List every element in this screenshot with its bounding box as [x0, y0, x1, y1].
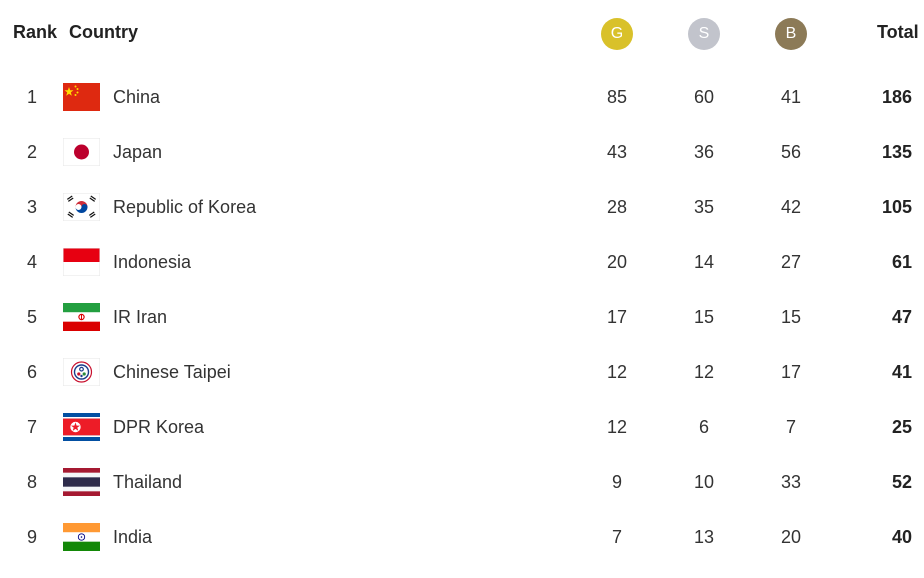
country-name[interactable]: Chinese Taipei	[113, 362, 231, 382]
chinese-taipei-flag-icon	[63, 358, 100, 386]
thailand-flag-icon	[63, 468, 100, 496]
table-row[interactable]: 5 IR Iran 17 15 15 47	[0, 290, 924, 345]
total-count: 47	[891, 307, 912, 327]
table-row[interactable]: 6 Chinese Taipei 12 12 17 41	[0, 345, 924, 400]
bronze-count: 33	[780, 472, 802, 492]
korea-flag-icon	[63, 193, 100, 221]
gold-count: 28	[606, 197, 628, 217]
total-column-header[interactable]: Total	[877, 22, 919, 42]
country-column-header[interactable]: Country	[69, 22, 138, 42]
country-name[interactable]: Indonesia	[113, 252, 192, 272]
japan-flag-icon	[63, 138, 100, 166]
table-row[interactable]: 1 China 85 60 41 186	[0, 70, 924, 125]
rank-cell: 4	[26, 252, 37, 272]
rank-cell: 7	[26, 417, 37, 437]
gold-count: 12	[606, 362, 628, 382]
total-count: 105	[881, 197, 912, 217]
total-count: 52	[891, 472, 912, 492]
table-row[interactable]: 7 DPR Korea 12 6 7 25	[0, 400, 924, 455]
gold-count: 7	[611, 527, 622, 547]
silver-count: 14	[693, 252, 715, 272]
bronze-count: 42	[780, 197, 802, 217]
silver-count: 10	[693, 472, 715, 492]
table-row[interactable]: 8 Thailand 9 10 33 52	[0, 455, 924, 510]
bronze-count: 27	[780, 252, 802, 272]
bronze-medal-icon[interactable]: B	[775, 18, 807, 50]
silver-count: 15	[693, 307, 715, 327]
country-name[interactable]: Thailand	[113, 472, 183, 492]
rank-cell: 5	[26, 307, 37, 327]
silver-count: 13	[693, 527, 715, 547]
rank-cell: 3	[26, 197, 37, 217]
gold-medal-icon[interactable]: G	[601, 18, 633, 50]
bronze-count: 56	[780, 142, 802, 162]
country-name[interactable]: Republic of Korea	[113, 197, 257, 217]
total-count: 135	[881, 142, 912, 162]
table-row[interactable]: 2 Japan 43 36 56 135	[0, 125, 924, 180]
table-row[interactable]: 4 Indonesia 20 14 27 61	[0, 235, 924, 290]
rank-column-header[interactable]: Rank	[13, 22, 58, 42]
indonesia-flag-icon	[63, 248, 100, 276]
gold-count: 9	[611, 472, 622, 492]
country-name[interactable]: DPR Korea	[113, 417, 205, 437]
iran-flag-icon	[63, 303, 100, 331]
silver-count: 36	[693, 142, 715, 162]
rank-cell: 1	[26, 87, 37, 107]
bronze-count: 15	[780, 307, 802, 327]
rank-cell: 9	[26, 527, 37, 547]
silver-medal-icon[interactable]: S	[688, 18, 720, 50]
table-row[interactable]: 3 Republic of Korea 28 35 42 105	[0, 180, 924, 235]
india-flag-icon	[63, 523, 100, 551]
bronze-count: 41	[780, 87, 802, 107]
country-name[interactable]: China	[113, 87, 161, 107]
rank-cell: 6	[26, 362, 37, 382]
silver-count: 12	[693, 362, 715, 382]
silver-count: 60	[693, 87, 715, 107]
china-flag-icon	[63, 83, 100, 111]
gold-count: 85	[606, 87, 628, 107]
rank-cell: 2	[26, 142, 37, 162]
gold-count: 43	[606, 142, 628, 162]
total-count: 25	[891, 417, 912, 437]
silver-count: 6	[698, 417, 709, 437]
country-name[interactable]: Japan	[113, 142, 163, 162]
rank-cell: 8	[26, 472, 37, 492]
bronze-count: 7	[785, 417, 796, 437]
gold-count: 20	[606, 252, 628, 272]
silver-count: 35	[693, 197, 715, 217]
bronze-count: 17	[780, 362, 802, 382]
table-row[interactable]: 9 India 7 13 20 40	[0, 510, 924, 565]
total-count: 40	[891, 527, 912, 547]
gold-count: 17	[606, 307, 628, 327]
table-header: Rank Country G S B Total	[0, 0, 924, 66]
gold-count: 12	[606, 417, 628, 437]
dpr-korea-flag-icon	[63, 413, 100, 441]
total-count: 61	[891, 252, 912, 272]
bronze-count: 20	[780, 527, 802, 547]
total-count: 41	[891, 362, 912, 382]
total-count: 186	[881, 87, 912, 107]
country-name[interactable]: IR Iran	[113, 307, 168, 327]
country-name[interactable]: India	[113, 527, 153, 547]
